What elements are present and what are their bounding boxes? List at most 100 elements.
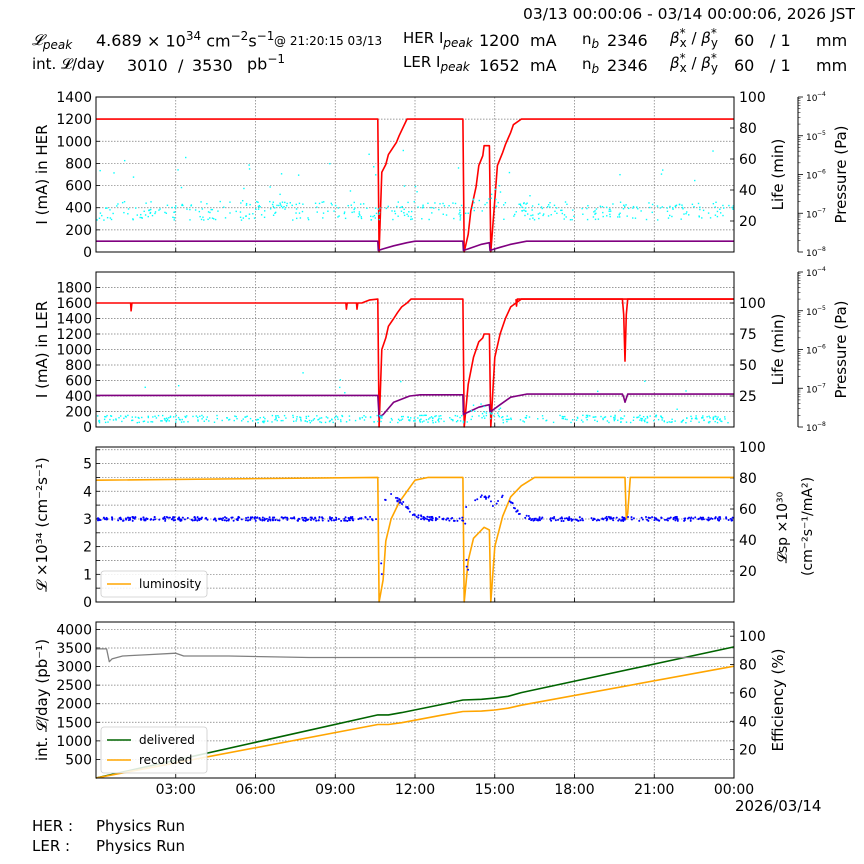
y-tick-label: 1000: [56, 734, 92, 750]
pressure-point: [502, 416, 504, 418]
pressure-point: [398, 419, 401, 422]
specific-lumi-point: [684, 517, 687, 520]
x-tick-label: 21:00: [634, 782, 674, 798]
pressure-tick-exp: −8: [817, 246, 826, 253]
pressure-point: [638, 416, 640, 418]
pressure-point: [272, 205, 275, 208]
specific-lumi-point: [479, 496, 482, 499]
pressure-point: [277, 414, 279, 417]
pressure-point: [372, 166, 375, 168]
pressure-point: [207, 218, 209, 221]
pressure-point: [305, 415, 307, 418]
pressure-point: [248, 217, 250, 220]
specific-lumi-point: [350, 517, 353, 520]
specific-lumi-point: [480, 494, 483, 497]
pressure-point: [580, 419, 583, 421]
pressure-point: [524, 214, 526, 217]
pressure-point: [539, 212, 541, 214]
pressure-point: [125, 416, 127, 418]
pressure-point: [235, 210, 237, 213]
specific-lumi-point: [230, 516, 233, 519]
specific-lumi-point: [142, 516, 145, 519]
pressure-point: [483, 417, 486, 419]
pressure-point: [199, 415, 201, 417]
specific-lumi-point: [549, 517, 552, 520]
pressure-point: [459, 420, 462, 422]
specific-lumi-point: [638, 519, 641, 522]
pressure-point: [187, 421, 189, 423]
pressure-point: [136, 421, 139, 424]
pressure-point: [641, 419, 643, 421]
pressure-point: [421, 218, 423, 220]
specific-lumi-point: [644, 516, 647, 519]
pressure-point: [504, 202, 507, 204]
pressure-point: [459, 211, 461, 214]
pressure-point: [370, 219, 372, 221]
pressure-point: [555, 207, 558, 209]
pressure-point: [419, 419, 421, 421]
pressure-point: [184, 415, 186, 418]
pressure-point: [142, 420, 145, 423]
pressure-point: [159, 208, 161, 210]
pressure-point: [576, 417, 579, 419]
specific-lumi-point: [434, 516, 437, 519]
pressure-point: [537, 418, 539, 420]
specific-lumi-point: [612, 519, 615, 522]
pressure-point: [313, 418, 316, 420]
pressure-point: [593, 416, 595, 418]
specific-lumi-point: [134, 516, 137, 519]
pressure-point: [361, 416, 364, 419]
pressure-point: [269, 186, 271, 188]
y-right-tick-label: 40: [739, 183, 757, 199]
specific-lumi-point: [687, 517, 690, 520]
pressure-point: [182, 204, 184, 207]
pressure-point: [348, 415, 351, 417]
pressure-point: [459, 219, 461, 221]
pressure-point: [400, 210, 403, 212]
pressure-point: [716, 417, 718, 420]
pressure-point: [116, 205, 118, 207]
pressure-point: [698, 421, 700, 423]
pressure-point: [439, 203, 441, 205]
pressure-point: [105, 207, 107, 209]
pressure-point: [278, 204, 280, 207]
specific-lumi-point: [406, 505, 409, 508]
pressure-point: [423, 420, 425, 422]
specific-lumi-point: [390, 492, 393, 495]
pressure-point: [118, 417, 120, 419]
pressure-point: [323, 201, 325, 203]
pressure-point: [525, 210, 527, 212]
pressure-point: [190, 205, 192, 207]
y-right-tick-label: 100: [739, 440, 766, 456]
pressure-point: [373, 421, 375, 423]
pressure-point: [419, 421, 422, 423]
specific-lumi-point: [462, 519, 465, 522]
pressure-point: [143, 420, 146, 422]
pressure-point: [581, 207, 583, 210]
pressure-point: [595, 208, 598, 210]
pressure-point: [582, 414, 584, 417]
pressure-point: [566, 418, 568, 421]
pressure-point: [211, 217, 214, 219]
pressure-point: [381, 415, 383, 417]
pressure-point: [242, 217, 245, 219]
specific-lumi-point: [333, 519, 336, 522]
legend-label-luminosity: luminosity: [139, 577, 201, 591]
pressure-point: [587, 205, 589, 207]
pressure-point: [655, 416, 657, 418]
specific-lumi-point: [330, 519, 333, 522]
pressure-point: [393, 210, 396, 212]
pressure-point: [312, 419, 315, 421]
pressure-point: [144, 386, 146, 389]
pressure-point: [255, 208, 257, 211]
pressure-point: [245, 416, 247, 418]
pressure-point: [485, 412, 488, 414]
pressure-point: [572, 209, 574, 211]
pressure-point: [639, 419, 641, 421]
plot-frame: [95, 446, 735, 603]
pressure-point: [283, 414, 286, 417]
pressure-point: [138, 421, 140, 424]
specific-lumi-point: [302, 519, 305, 522]
her-ipeak-unit: mA: [530, 31, 557, 50]
specific-lumi-point: [129, 516, 132, 519]
